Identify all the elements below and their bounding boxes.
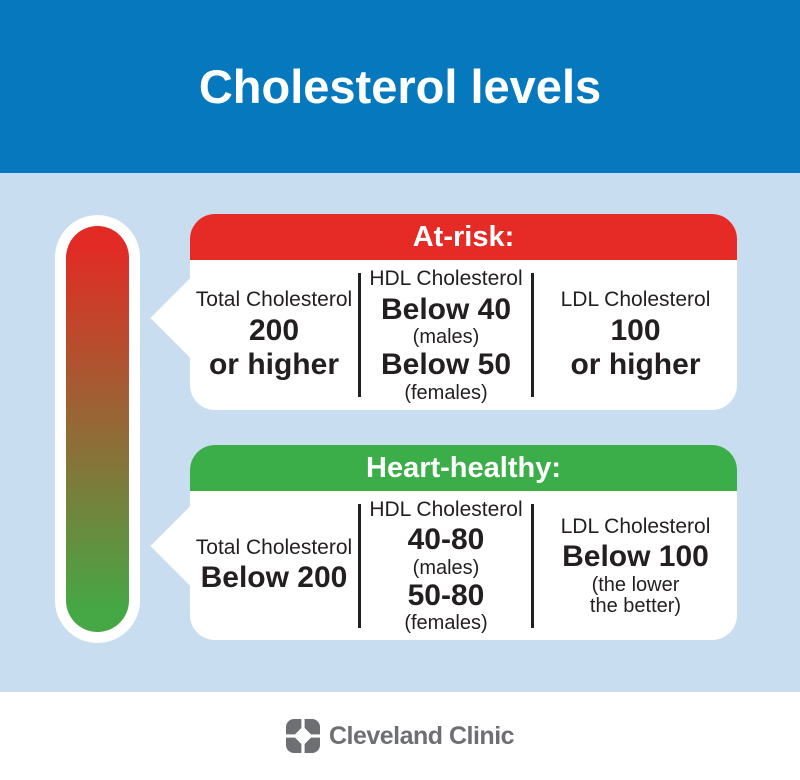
hdl-females-note: (females) <box>404 612 488 635</box>
hdl-males-note: (males) <box>412 326 480 349</box>
at-risk-card-body: Total Cholesterol 200 or higher HDL Chol… <box>190 260 737 410</box>
cleveland-clinic-logo-text: Cleveland Clinic <box>328 721 515 750</box>
hdl-cholesterol-label: HDL Cholesterol <box>369 267 523 291</box>
footer: Cleveland Clinic <box>0 692 800 780</box>
hdl-cholesterol-label: HDL Cholesterol <box>369 497 523 521</box>
ldl-cholesterol-value: Below 100 <box>562 540 709 574</box>
heart-healthy-ldl-cholesterol: LDL Cholesterol Below 100 (the lower the… <box>534 491 737 640</box>
at-risk-card: At-risk: Total Cholesterol 200 or higher… <box>190 214 737 410</box>
ldl-note-line2: the better) <box>589 594 682 617</box>
page-title: Cholesterol levels <box>198 60 602 113</box>
at-risk-ldl-cholesterol: LDL Cholesterol 100 or higher <box>534 260 737 410</box>
heart-healthy-card: Heart-healthy: Total Cholesterol Below 2… <box>190 445 737 640</box>
risk-gradient-bar <box>66 226 129 632</box>
total-cholesterol-value: 200 <box>248 313 300 347</box>
hdl-males-note: (males) <box>412 556 480 579</box>
ldl-cholesterol-value: 100 <box>610 313 661 347</box>
ldl-cholesterol-label: LDL Cholesterol <box>560 288 711 312</box>
total-cholesterol-qualifier: or higher <box>208 348 339 382</box>
heart-healthy-hdl-cholesterol: HDL Cholesterol 40-80 (males) 50-80 (fem… <box>361 491 531 640</box>
at-risk-card-title: At-risk: <box>190 214 737 260</box>
heart-healthy-total-cholesterol: Total Cholesterol Below 200 <box>190 491 358 640</box>
total-cholesterol-value: Below 200 <box>200 561 348 595</box>
heart-healthy-card-body: Total Cholesterol Below 200 HDL Choleste… <box>190 491 737 640</box>
column-divider <box>358 503 361 628</box>
ldl-note-line1: (the lower <box>591 573 680 596</box>
total-cholesterol-label: Total Cholesterol <box>195 288 353 312</box>
heart-healthy-card-title: Heart-healthy: <box>190 445 737 491</box>
ldl-cholesterol-label: LDL Cholesterol <box>560 515 711 539</box>
column-divider <box>531 503 534 628</box>
at-risk-hdl-cholesterol: HDL Cholesterol Below 40 (males) Below 5… <box>361 260 531 410</box>
hdl-males-value: Below 40 <box>380 292 512 326</box>
column-divider <box>531 273 534 397</box>
risk-scale-bar-frame <box>55 215 140 643</box>
header-banner: Cholesterol levels <box>0 0 800 173</box>
content-area: At-risk: Total Cholesterol 200 or higher… <box>0 173 800 692</box>
ldl-cholesterol-qualifier: or higher <box>570 348 701 382</box>
total-cholesterol-label: Total Cholesterol <box>195 536 353 560</box>
column-divider <box>358 273 361 397</box>
hdl-males-value: 40-80 <box>407 523 485 557</box>
hdl-females-value: Below 50 <box>380 348 512 382</box>
hdl-females-note: (females) <box>404 381 488 404</box>
hdl-females-value: 50-80 <box>407 578 485 612</box>
cleveland-clinic-logo-icon <box>285 719 320 753</box>
at-risk-total-cholesterol: Total Cholesterol 200 or higher <box>190 260 358 410</box>
